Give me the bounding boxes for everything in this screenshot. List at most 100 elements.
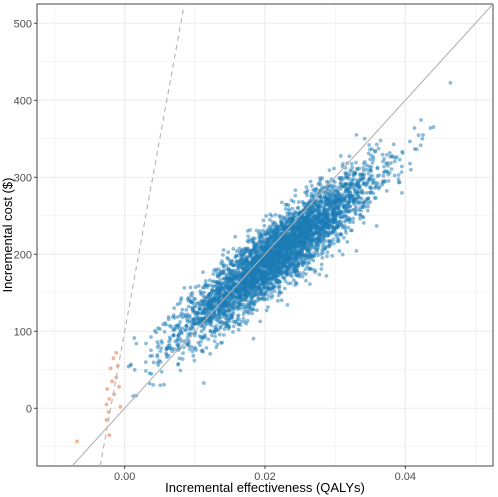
- data-point: [224, 316, 228, 321]
- data-point: [227, 324, 231, 329]
- data-point: [392, 173, 397, 178]
- data-point: [155, 354, 160, 359]
- data-point: [349, 161, 354, 166]
- data-point: [251, 241, 256, 245]
- data-point: [273, 265, 278, 269]
- data-point: [335, 239, 340, 244]
- data-point: [159, 369, 164, 374]
- data-point: [328, 243, 332, 248]
- data-point: [298, 226, 303, 231]
- data-point: [185, 317, 189, 322]
- data-point: [213, 314, 218, 319]
- data-point: [345, 239, 350, 244]
- data-point: [332, 227, 337, 231]
- data-point: [375, 166, 380, 171]
- data-point: [240, 266, 245, 271]
- data-point: [322, 205, 327, 210]
- data-point: [168, 337, 173, 342]
- data-point: [251, 257, 255, 262]
- data-point: [261, 228, 266, 233]
- data-point: [221, 248, 226, 252]
- data-point: [190, 294, 195, 299]
- dominated-point: [107, 397, 112, 401]
- data-point: [158, 360, 163, 364]
- data-point: [190, 349, 195, 354]
- data-point: [190, 300, 194, 305]
- dominated-point: [117, 384, 121, 389]
- data-point: [266, 305, 270, 309]
- data-point: [338, 232, 343, 236]
- data-point: [246, 310, 250, 314]
- data-point: [262, 284, 267, 289]
- y-axis-ticks: 0 100 200 300 400 500: [14, 18, 37, 415]
- data-point: [323, 246, 327, 250]
- data-point: [191, 353, 196, 358]
- data-point: [246, 264, 250, 268]
- data-point: [176, 333, 180, 338]
- data-point: [276, 284, 281, 289]
- data-point: [283, 279, 288, 284]
- data-point: [247, 291, 252, 296]
- data-point: [345, 202, 350, 207]
- data-point: [269, 270, 274, 275]
- data-point: [324, 220, 329, 225]
- data-point: [149, 335, 153, 339]
- data-point: [347, 186, 352, 191]
- data-point: [355, 167, 360, 172]
- data-point: [319, 187, 324, 191]
- data-point: [286, 266, 291, 271]
- data-point: [252, 282, 257, 287]
- data-point: [280, 238, 285, 242]
- dominated-point: [107, 433, 112, 438]
- data-point: [289, 245, 294, 250]
- data-point: [272, 227, 277, 231]
- data-point: [371, 177, 376, 182]
- data-point: [251, 336, 256, 341]
- data-point: [408, 161, 412, 166]
- data-point: [214, 296, 219, 301]
- data-point: [336, 192, 341, 196]
- data-point: [233, 268, 237, 273]
- y-tick-label: 200: [14, 249, 32, 261]
- data-point: [328, 224, 332, 229]
- data-point: [382, 156, 387, 161]
- data-point: [287, 217, 292, 221]
- data-point: [304, 278, 308, 283]
- data-point: [223, 284, 228, 288]
- data-point: [244, 321, 249, 326]
- data-point: [220, 259, 224, 264]
- data-point: [243, 278, 248, 283]
- data-point: [319, 252, 324, 256]
- data-point: [365, 179, 370, 184]
- data-point: [264, 271, 268, 275]
- data-point: [336, 219, 341, 223]
- data-point: [370, 173, 374, 178]
- data-point: [216, 312, 221, 317]
- y-tick-label: 500: [14, 18, 32, 30]
- data-point: [296, 270, 301, 275]
- data-point: [320, 256, 325, 260]
- data-point: [335, 206, 339, 211]
- data-point: [341, 235, 346, 240]
- data-point: [353, 212, 358, 216]
- data-point: [296, 200, 301, 204]
- data-point: [158, 383, 163, 388]
- data-point: [290, 231, 294, 236]
- data-point: [194, 348, 199, 352]
- data-point: [276, 246, 280, 250]
- data-point: [284, 249, 289, 254]
- data-point: [268, 212, 273, 217]
- data-point: [214, 283, 218, 288]
- data-point: [201, 381, 206, 385]
- data-point: [167, 323, 172, 328]
- data-point: [156, 363, 161, 367]
- data-point: [178, 301, 182, 306]
- data-point: [228, 271, 233, 276]
- data-point: [277, 290, 282, 295]
- data-point: [317, 218, 322, 223]
- data-point: [226, 250, 231, 255]
- data-point: [309, 194, 313, 199]
- data-point: [231, 263, 236, 268]
- data-point: [247, 251, 252, 255]
